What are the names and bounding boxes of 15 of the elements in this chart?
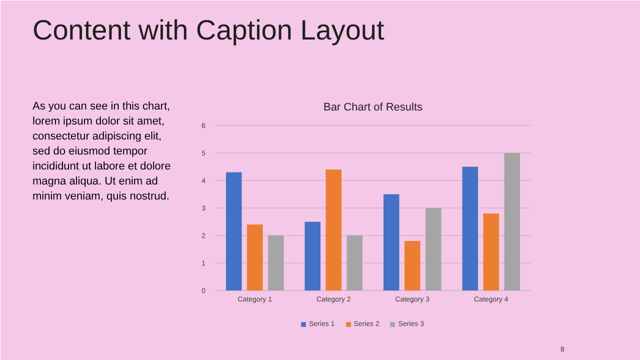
bar (304, 222, 320, 290)
bar (483, 214, 499, 290)
bar (404, 241, 420, 290)
bar (326, 170, 342, 290)
text: As you can see in this chart, lorem ipsum dolor sit amet, consectetur adipiscing elit, sed do eiusmod tempor incididunt ut labore et dolore magna aliqua. Ut enim ad minim veniam, quis nostrud. (32, 100, 171, 202)
bar (346, 236, 362, 290)
bar (247, 224, 263, 290)
bar (462, 166, 478, 290)
bar (426, 208, 442, 290)
chart-title: Bar Chart of Results (323, 102, 424, 114)
bar (384, 194, 400, 290)
text: Content with Caption Layout (32, 14, 384, 46)
bar (268, 236, 284, 290)
bar (226, 172, 242, 290)
bar (504, 153, 520, 290)
